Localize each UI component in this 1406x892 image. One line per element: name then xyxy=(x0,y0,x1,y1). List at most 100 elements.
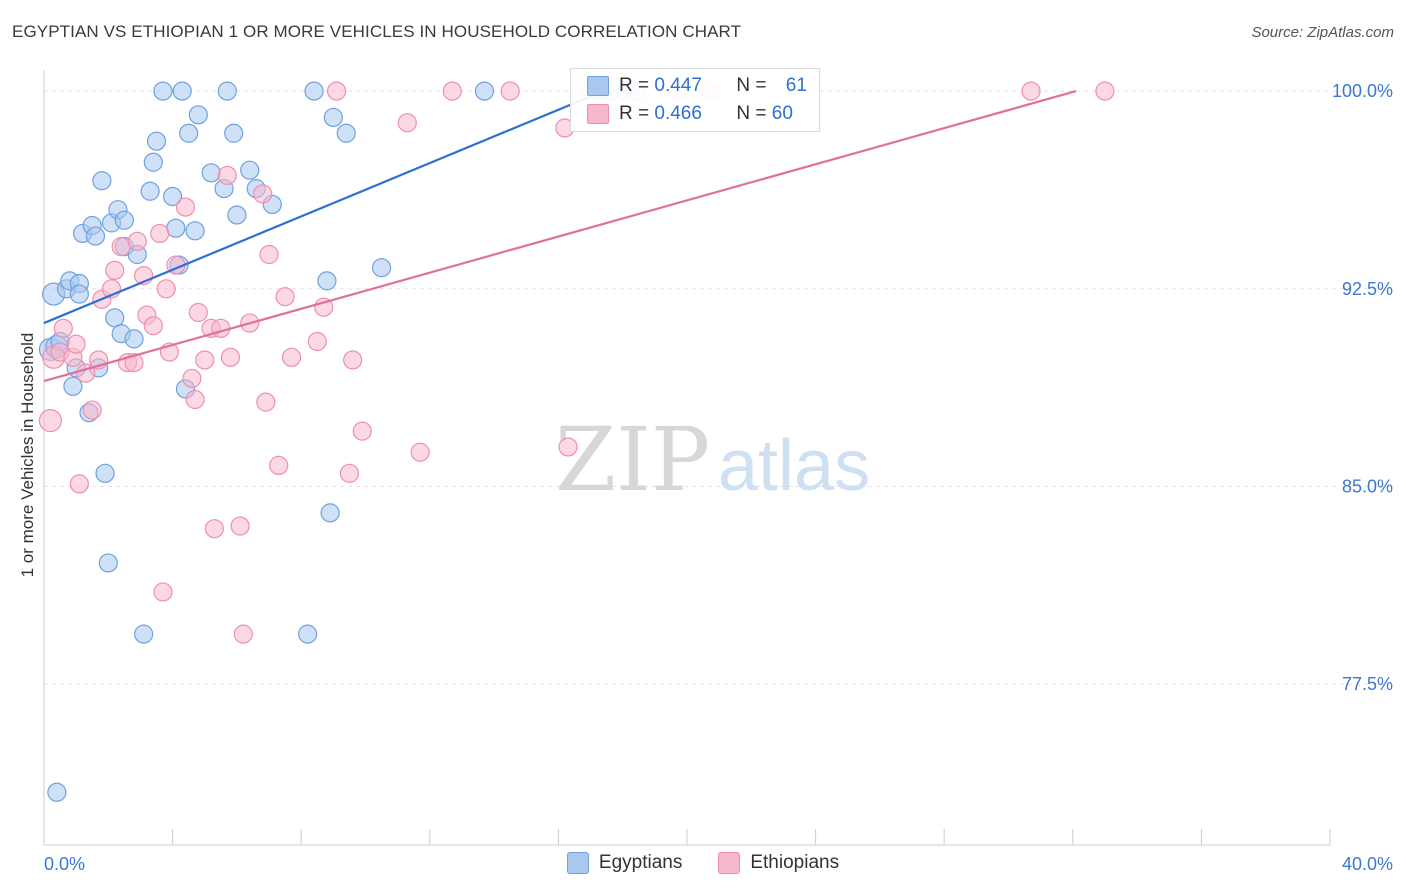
data-point-egyptians xyxy=(224,123,244,143)
data-point-ethiopians xyxy=(259,244,279,265)
legend-r-label: R = xyxy=(619,103,655,124)
data-point-ethiopians xyxy=(143,316,163,336)
legend-n-value: 60 xyxy=(771,103,793,124)
data-point-ethiopians xyxy=(66,334,86,354)
data-point-ethiopians xyxy=(500,81,520,101)
data-point-egyptians xyxy=(227,205,247,225)
data-point-egyptians xyxy=(201,163,221,183)
data-point-egyptians xyxy=(172,81,192,101)
data-point-ethiopians xyxy=(38,408,63,433)
data-point-egyptians xyxy=(69,284,89,304)
data-point-egyptians xyxy=(217,81,237,101)
data-point-ethiopians xyxy=(253,184,273,204)
data-point-egyptians xyxy=(336,123,356,143)
chart-title: EGYPTIAN VS ETHIOPIAN 1 OR MORE VEHICLES… xyxy=(12,22,742,41)
data-point-egyptians xyxy=(63,376,83,396)
data-point-ethiopians xyxy=(188,302,208,323)
legend-n-label: N = xyxy=(736,103,772,124)
data-point-ethiopians xyxy=(352,421,372,441)
data-point-ethiopians xyxy=(397,113,417,133)
y-tick-label: 85.0% xyxy=(1342,476,1393,496)
data-point-ethiopians xyxy=(111,237,131,257)
legend-swatch-egyptians xyxy=(587,76,609,96)
data-point-egyptians xyxy=(371,258,392,278)
data-point-egyptians xyxy=(85,226,106,246)
grid-lines xyxy=(44,90,1392,685)
y-tick-label: 77.5% xyxy=(1342,674,1393,694)
data-point-egyptians xyxy=(163,186,183,207)
data-point-egyptians xyxy=(317,271,337,291)
data-point-egyptians xyxy=(153,81,173,101)
data-point-ethiopians xyxy=(175,197,196,217)
data-point-ethiopians xyxy=(105,260,125,280)
y-tick-label: 100.0% xyxy=(1332,81,1393,101)
data-point-ethiopians xyxy=(82,400,102,420)
x-tick-label-max: 40.0% xyxy=(1342,854,1393,874)
data-point-ethiopians xyxy=(269,455,289,476)
data-point-ethiopians xyxy=(558,437,578,457)
data-point-egyptians xyxy=(179,123,199,143)
data-point-ethiopians xyxy=(1021,81,1041,101)
data-point-egyptians xyxy=(140,181,160,201)
data-point-egyptians xyxy=(320,503,340,523)
data-point-egyptians xyxy=(124,329,144,349)
data-point-egyptians xyxy=(185,221,205,241)
legend-r-label: R = xyxy=(619,75,655,96)
legend-label-ethiopians: Ethiopians xyxy=(750,852,840,873)
data-point-ethiopians xyxy=(204,519,224,539)
data-point-egyptians xyxy=(92,171,112,191)
data-point-ethiopians xyxy=(182,368,202,389)
legend-swatch-ethiopians xyxy=(587,104,609,124)
data-point-ethiopians xyxy=(185,389,205,410)
data-point-egyptians xyxy=(95,463,115,483)
data-point-egyptians xyxy=(134,624,154,644)
legend-row-egyptians: R = 0.447 N = 61 xyxy=(587,73,807,99)
data-point-ethiopians xyxy=(1095,81,1115,101)
legend-item-egyptians[interactable]: Egyptians xyxy=(566,852,683,874)
legend-row-ethiopians: R = 0.466 N = 60 xyxy=(587,101,793,127)
data-point-ethiopians xyxy=(233,624,253,644)
series-legend: Egyptians Ethiopians xyxy=(0,852,1406,874)
data-point-egyptians xyxy=(240,160,260,180)
data-point-ethiopians xyxy=(217,165,237,186)
data-point-ethiopians xyxy=(275,287,295,307)
data-point-ethiopians xyxy=(307,331,327,352)
legend-n-value: 61 xyxy=(785,75,807,96)
data-point-ethiopians xyxy=(256,392,276,412)
legend-item-ethiopians[interactable]: Ethiopians xyxy=(718,852,839,874)
legend-label-egyptians: Egyptians xyxy=(598,852,683,873)
legend-swatch-egyptians xyxy=(566,852,589,874)
data-point-ethiopians xyxy=(195,350,215,370)
data-point-ethiopians xyxy=(326,81,347,101)
data-point-ethiopians xyxy=(442,81,462,101)
source-label: Source: ZipAtlas.com xyxy=(1251,24,1394,41)
legend-n-label: N = xyxy=(736,75,772,96)
stats-legend: R = 0.447 N = 61 R = 0.466 N = 60 xyxy=(570,68,820,132)
trend-line-ethiopians xyxy=(43,90,1077,383)
data-point-ethiopians xyxy=(339,463,360,483)
data-point-ethiopians xyxy=(220,347,241,367)
data-point-ethiopians xyxy=(69,474,89,494)
data-point-ethiopians xyxy=(127,231,147,251)
data-point-egyptians xyxy=(114,210,134,230)
watermark-atlas: atlas xyxy=(718,426,870,506)
data-point-ethiopians xyxy=(281,347,302,367)
axes xyxy=(43,70,1331,846)
x-tick-label-min: 0.0% xyxy=(44,854,85,874)
data-point-egyptians xyxy=(166,218,186,238)
data-point-ethiopians xyxy=(230,516,250,536)
data-point-egyptians xyxy=(298,624,318,644)
legend-r-value: 0.447 xyxy=(654,75,702,96)
data-point-egyptians xyxy=(304,81,324,101)
watermark-zip: ZIP xyxy=(555,408,710,511)
trend-lines xyxy=(43,90,1077,383)
trend-line-egyptians xyxy=(43,90,604,325)
data-point-egyptians xyxy=(146,131,167,151)
tick-labels: 77.5% 85.0% 92.5% 100.0% 0.0% 40.0% xyxy=(44,81,1393,874)
legend-swatch-ethiopians xyxy=(718,852,741,874)
data-point-ethiopians xyxy=(410,442,430,462)
data-point-ethiopians xyxy=(153,582,173,602)
data-point-ethiopians xyxy=(156,279,176,299)
data-point-ethiopians xyxy=(211,318,231,338)
